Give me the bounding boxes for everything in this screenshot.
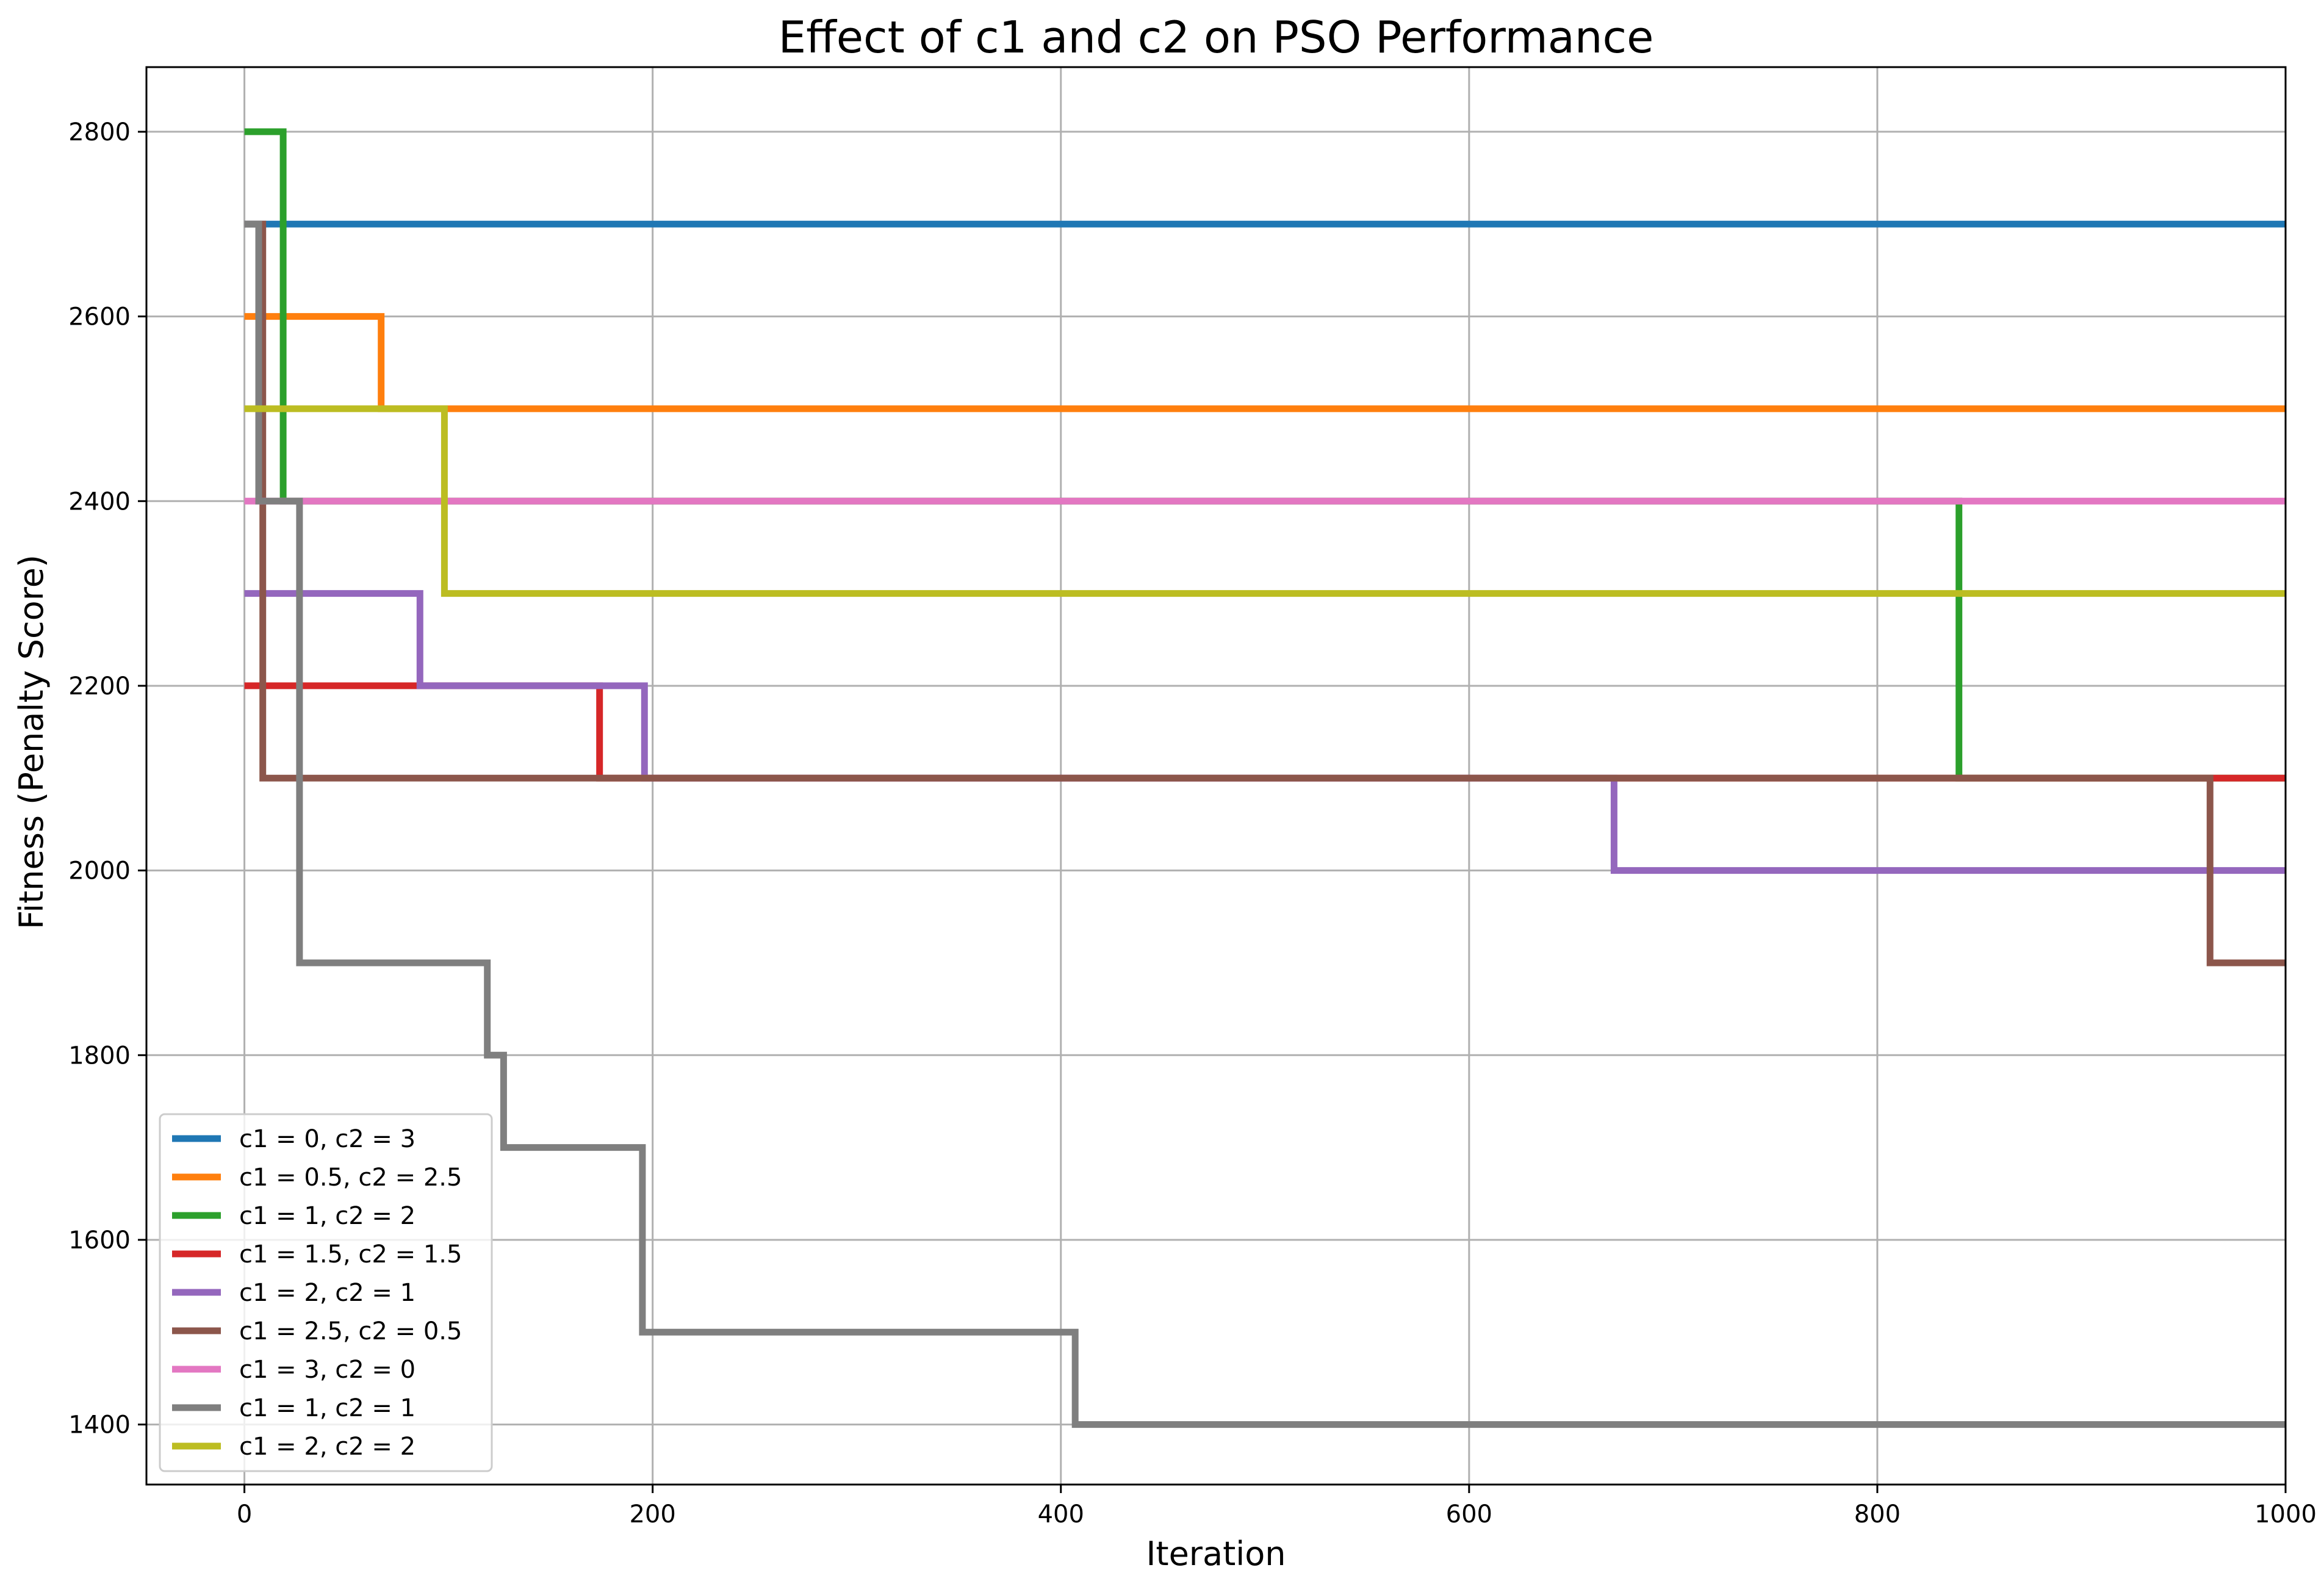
legend-label: c1 = 1, c2 = 1 [239,1394,416,1422]
x-tick-label: 800 [1854,1500,1901,1528]
y-tick-label: 1600 [68,1226,131,1255]
series-line-5 [244,590,2286,874]
legend-label: c1 = 3, c2 = 0 [239,1356,416,1384]
y-axis-label: Fitness (Penalty Score) [12,555,51,929]
legend-label: c1 = 0, c2 = 3 [239,1125,416,1153]
x-tick-label: 600 [1446,1500,1492,1528]
x-tick-label: 400 [1038,1500,1084,1528]
legend-label: c1 = 1, c2 = 2 [239,1202,416,1230]
legend: c1 = 0, c2 = 3 c1 = 0.5, c2 = 2.5 c1 = 1, … [159,1113,493,1472]
series-line-8 [244,220,2286,1428]
y-tick-label: 2000 [68,857,131,885]
legend-label: c1 = 2.5, c2 = 0.5 [239,1317,462,1345]
series-line-2 [244,313,2286,412]
x-axis-label: Iteration [1146,1535,1286,1573]
axis-ticks: 0 200 400 600 800 1000 1400 1600 1800 2000 2200 240… [68,118,2317,1528]
x-tick-label: 200 [629,1500,675,1528]
chart-title: Effect of c1 and c2 on PSO Performance [779,12,1654,63]
y-tick-label: 2400 [68,488,131,516]
series-line-9 [244,405,2286,597]
legend-label: c1 = 1.5, c2 = 1.5 [239,1240,462,1269]
legend-label: c1 = 2, c2 = 2 [239,1433,416,1461]
legend-box [159,1113,493,1472]
y-tick-label: 2200 [68,672,131,700]
x-tick-label: 1000 [2254,1500,2317,1528]
y-tick-label: 1400 [68,1411,131,1439]
legend-label: c1 = 2, c2 = 1 [239,1279,416,1307]
y-tick-label: 2600 [68,303,131,331]
legend-label: c1 = 0.5, c2 = 2.5 [239,1164,462,1192]
y-tick-label: 1800 [68,1042,131,1070]
x-tick-label: 0 [237,1500,252,1528]
plot-area-frame [145,66,2287,1486]
y-tick-label: 2800 [68,118,131,146]
series-lines [244,128,2286,1428]
